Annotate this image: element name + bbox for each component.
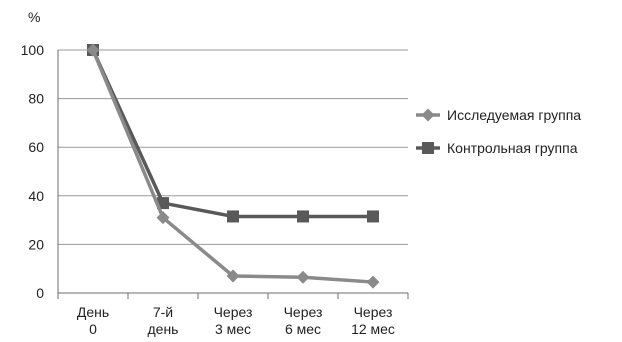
y-tick-label: 80 [28, 91, 44, 107]
x-tick-label: Через 6 мес [284, 304, 323, 337]
x-tick-label: 7-й день [148, 304, 179, 337]
y-tick-label: 60 [28, 139, 44, 155]
series-group [86, 43, 380, 289]
data-point [296, 270, 310, 284]
series-line [91, 49, 374, 284]
y-axis-unit-label: % [28, 9, 40, 25]
y-tick-labels: 0 20 40 60 80 100 [21, 42, 45, 301]
legend: Исследуемая группа Контрольная группа [416, 107, 581, 156]
y-tick-label: 0 [36, 285, 44, 301]
x-tick-label: Через 12 мес [351, 304, 395, 337]
legend-item: Исследуемая группа [416, 107, 581, 123]
legend-label: Исследуемая группа [447, 107, 581, 123]
data-point [226, 269, 240, 283]
y-tick-label: 40 [28, 188, 44, 204]
legend-item: Контрольная группа [416, 140, 578, 156]
x-tick-labels: День 0 7-й день Через 3 мес Через 6 мес Через 12 … [77, 304, 395, 337]
y-tick-label: 100 [21, 42, 45, 58]
legend-label: Контрольная группа [447, 140, 578, 156]
data-point [156, 211, 170, 225]
x-tick-label: Через 3 мес [214, 304, 253, 337]
series-control-group [87, 44, 379, 223]
data-point [367, 210, 379, 223]
series-line [91, 49, 373, 219]
data-point [297, 210, 309, 223]
axes [57, 50, 409, 299]
y-tick-label: 20 [28, 236, 44, 252]
data-point [227, 210, 239, 223]
data-point [86, 43, 100, 57]
legend-marker [421, 108, 435, 122]
series-study-group [86, 43, 380, 289]
x-tick-label: День 0 [77, 304, 109, 337]
legend-marker [422, 142, 434, 154]
data-point [366, 275, 380, 289]
